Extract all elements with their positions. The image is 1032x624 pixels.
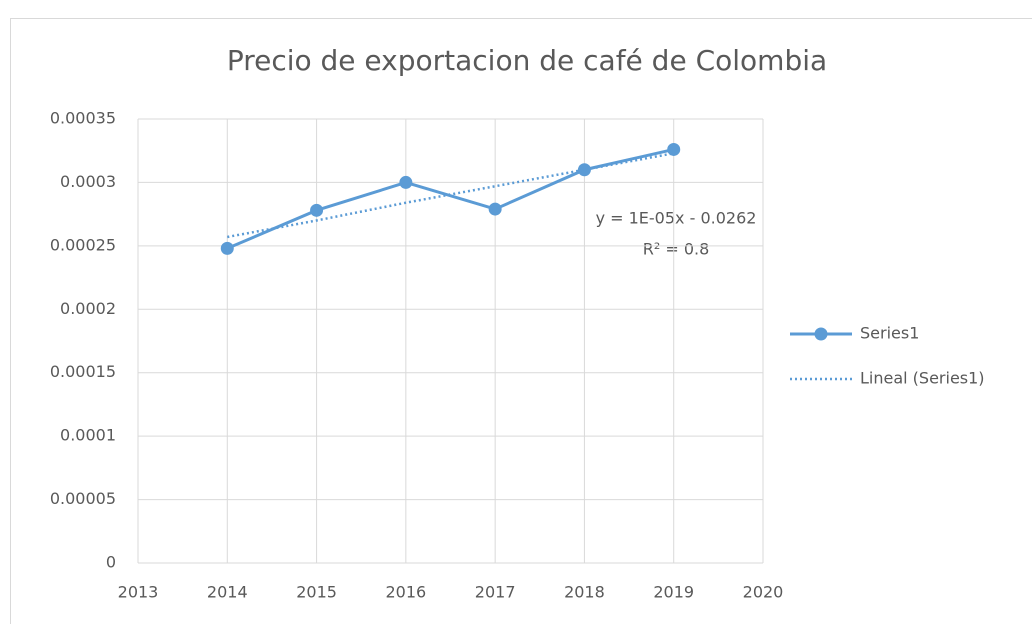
marker bbox=[399, 175, 413, 189]
marker bbox=[310, 203, 324, 217]
legend-label: Series1 bbox=[860, 324, 919, 343]
y-tick-label: 0.00035 bbox=[50, 109, 116, 128]
x-tick-label: 2016 bbox=[385, 583, 426, 602]
y-tick-label: 0.00005 bbox=[50, 489, 116, 508]
y-tick-label: 0.00025 bbox=[50, 235, 116, 254]
legend-label: Lineal (Series1) bbox=[860, 369, 985, 388]
x-tick-label: 2015 bbox=[296, 583, 337, 602]
chart-frame bbox=[10, 18, 1032, 624]
x-tick-label: 2017 bbox=[475, 583, 516, 602]
trendline bbox=[227, 152, 674, 239]
marker bbox=[220, 241, 234, 255]
marker bbox=[488, 202, 502, 216]
y-tick-label: 0.0001 bbox=[60, 426, 116, 445]
y-tick-label: 0.00015 bbox=[50, 362, 116, 381]
chart-title: Precio de exportacion de café de Colombi… bbox=[227, 44, 827, 77]
x-tick-label: 2018 bbox=[564, 583, 605, 602]
legend-marker bbox=[814, 327, 828, 341]
marker bbox=[667, 142, 681, 156]
x-tick-label: 2014 bbox=[207, 583, 248, 602]
trend-r-squared: R² = 0.8 bbox=[643, 240, 710, 259]
x-tick-label: 2013 bbox=[118, 583, 159, 602]
y-tick-label: 0.0002 bbox=[60, 299, 116, 318]
trend-equation: y = 1E-05x - 0.0262 bbox=[596, 209, 757, 228]
y-tick-label: 0 bbox=[106, 553, 116, 572]
x-tick-label: 2019 bbox=[653, 583, 694, 602]
marker bbox=[577, 163, 591, 177]
y-tick-label: 0.0003 bbox=[60, 172, 116, 191]
x-tick-label: 2020 bbox=[743, 583, 784, 602]
